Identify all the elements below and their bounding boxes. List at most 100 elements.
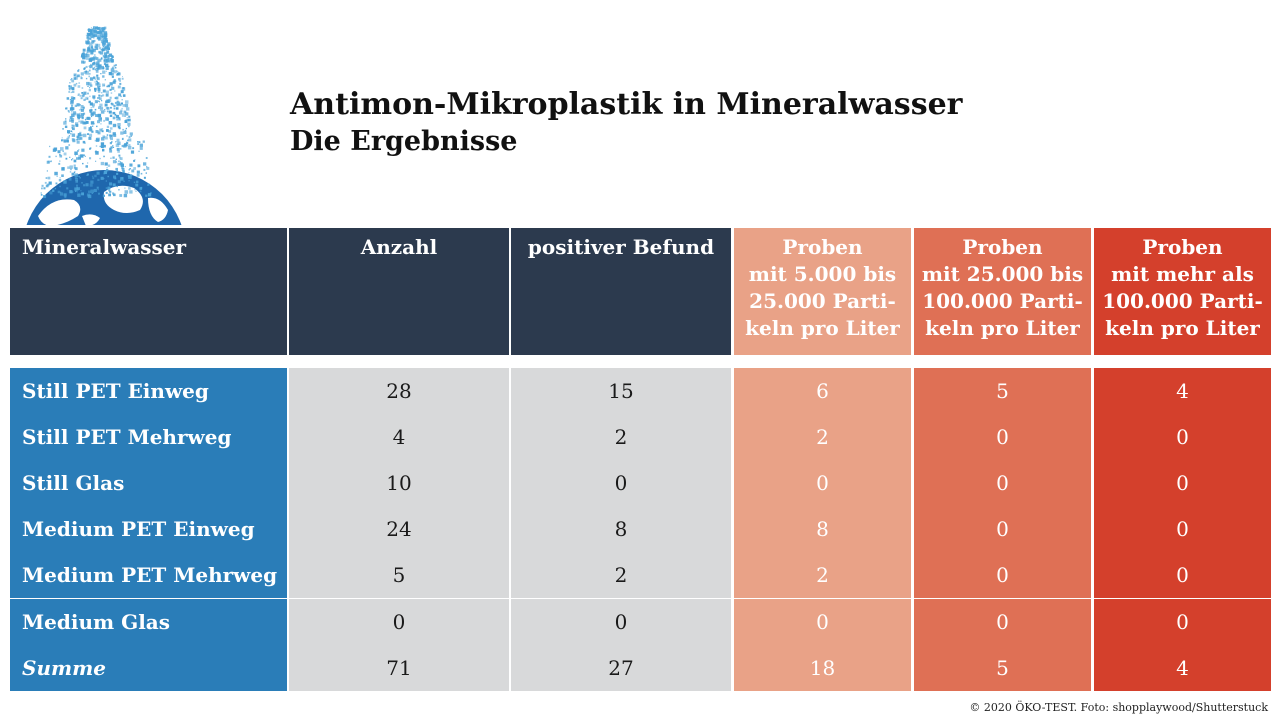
particle-mark	[81, 60, 85, 64]
particle-mark	[77, 93, 80, 96]
particle-mark	[69, 116, 73, 119]
particle-mark	[74, 167, 78, 171]
particle-mark	[94, 30, 96, 32]
particle-mark	[117, 117, 121, 121]
particle-mark	[103, 178, 105, 180]
particle-mark	[85, 70, 87, 73]
particle-mark	[90, 121, 95, 125]
particle-mark	[91, 113, 95, 117]
particle-mark	[96, 125, 98, 128]
row-label: Still Glas	[10, 460, 287, 506]
particle-mark	[95, 145, 98, 147]
particle-mark	[110, 59, 114, 63]
particle-mark	[86, 53, 90, 57]
particle-mark	[112, 145, 114, 147]
particle-mark	[99, 145, 101, 148]
particle-mark	[104, 45, 107, 48]
particle-mark	[56, 175, 58, 177]
particle-mark	[113, 79, 116, 82]
particle-mark	[82, 48, 86, 52]
particle-mark	[62, 128, 64, 130]
particle-mark	[100, 176, 104, 180]
particle-mark	[120, 161, 122, 163]
table-cell: 28	[289, 368, 509, 414]
particle-mark	[97, 27, 99, 30]
particle-mark	[74, 104, 77, 107]
particle-mark	[97, 87, 101, 91]
particle-mark	[71, 107, 75, 111]
particle-mark	[136, 180, 139, 183]
particle-mark	[106, 59, 110, 63]
particle-mark	[86, 173, 89, 176]
particle-mark	[114, 124, 117, 126]
particle-mark	[85, 117, 88, 120]
particle-mark	[124, 190, 129, 194]
particle-mark	[103, 33, 108, 37]
particle-mark	[105, 70, 107, 72]
particle-mark	[118, 77, 121, 81]
particle-mark	[78, 109, 80, 111]
particle-mark	[117, 162, 121, 166]
particle-mark	[115, 141, 117, 143]
table-cell: 2	[511, 552, 731, 598]
particle-mark	[110, 106, 112, 109]
particle-mark	[130, 150, 135, 154]
particle-mark	[102, 147, 104, 149]
particle-mark	[85, 96, 89, 100]
particle-mark	[80, 72, 84, 76]
particle-mark	[119, 80, 121, 82]
particle-mark	[76, 113, 80, 117]
title-block: Antimon-Mikroplastik in Mineralwasser Di…	[290, 86, 962, 160]
particle-mark	[88, 133, 93, 137]
particle-mark	[76, 136, 81, 141]
particle-mark	[108, 65, 110, 68]
particle-mark	[71, 79, 75, 83]
particle-mark	[89, 67, 91, 69]
particle-mark	[61, 139, 64, 142]
particle-mark	[122, 94, 126, 97]
particle-mark	[111, 55, 114, 59]
particle-mark	[146, 166, 150, 170]
particle-mark	[122, 104, 126, 107]
particle-mark	[108, 130, 112, 133]
particle-mark	[123, 110, 127, 114]
particle-mark	[114, 90, 116, 92]
photo-credit: © 2020 ÖKO-TEST. Foto: shopplaywood/Shut…	[969, 701, 1268, 714]
particle-mark	[114, 112, 116, 114]
particle-mark	[72, 90, 75, 93]
row-label: Medium PET Einweg	[10, 506, 287, 552]
particle-mark	[114, 80, 117, 83]
particle-mark	[79, 131, 82, 134]
particle-mark	[91, 175, 94, 178]
particle-mark	[78, 149, 80, 151]
particle-mark	[76, 139, 78, 141]
particle-mark	[76, 191, 78, 193]
particle-mark	[48, 155, 51, 158]
particle-mark	[128, 136, 131, 138]
column-header: Proben mit mehr als 100.000 Parti- keln …	[1094, 228, 1271, 355]
particle-mark	[88, 100, 91, 104]
particle-mark	[72, 124, 75, 128]
particle-mark	[75, 82, 78, 85]
particle-mark	[116, 101, 121, 105]
particle-mark	[77, 116, 80, 120]
particle-mark	[82, 56, 86, 60]
particle-mark	[131, 169, 135, 173]
particle-mark	[63, 180, 67, 184]
particle-mark	[84, 122, 87, 124]
particle-mark	[71, 133, 76, 137]
particle-mark	[77, 193, 81, 197]
particle-mark	[105, 180, 107, 182]
particle-mark	[88, 75, 90, 78]
particle-mark	[98, 192, 100, 195]
particle-mark	[89, 42, 93, 46]
particle-mark	[107, 56, 110, 59]
particle-mark	[102, 89, 106, 93]
particle-mark	[96, 32, 99, 34]
particle-mark	[129, 168, 131, 170]
particle-mark	[83, 126, 87, 130]
row-label: Still PET Mehrweg	[10, 414, 287, 460]
table-cell: 8	[511, 506, 731, 552]
particle-mark	[48, 181, 52, 185]
particle-mark	[81, 92, 84, 94]
